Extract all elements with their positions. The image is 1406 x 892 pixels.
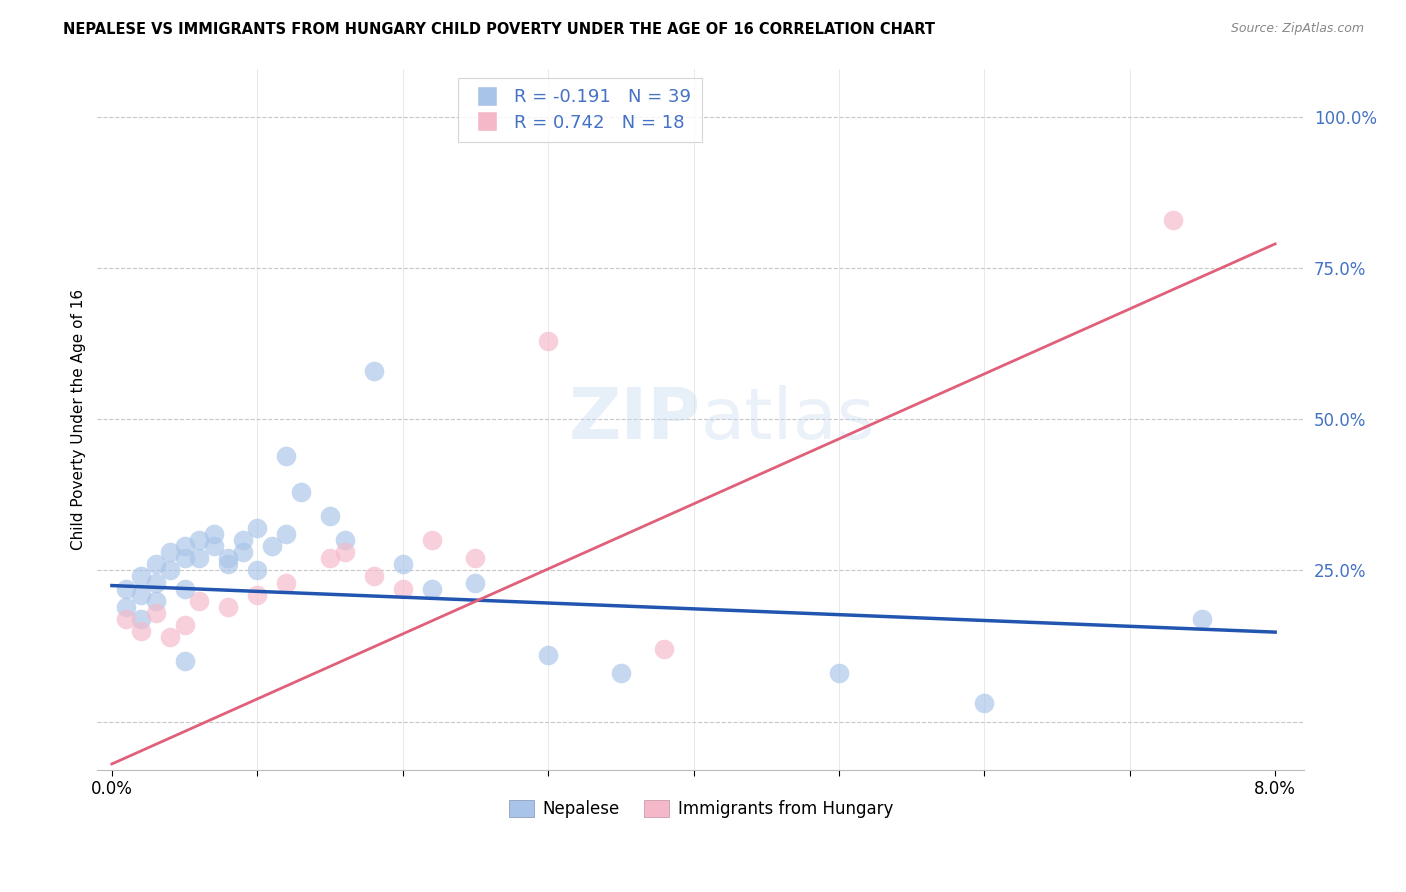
Point xyxy=(145,575,167,590)
Point xyxy=(173,582,195,596)
Point xyxy=(129,612,152,626)
Y-axis label: Child Poverty Under the Age of 16: Child Poverty Under the Age of 16 xyxy=(72,289,86,549)
Point xyxy=(115,582,138,596)
Point xyxy=(246,588,269,602)
Point xyxy=(290,484,312,499)
Point xyxy=(537,334,560,348)
Point xyxy=(232,533,254,548)
Point xyxy=(246,564,269,578)
Point xyxy=(188,533,211,548)
Point xyxy=(202,527,225,541)
Point xyxy=(173,618,195,632)
Point xyxy=(1191,612,1213,626)
Point xyxy=(828,666,851,681)
Point xyxy=(145,593,167,607)
Point xyxy=(145,606,167,620)
Point xyxy=(115,599,138,614)
Point xyxy=(319,508,342,523)
Point xyxy=(333,533,356,548)
Point xyxy=(363,364,385,378)
Point xyxy=(159,545,181,559)
Text: atlas: atlas xyxy=(700,384,875,454)
Point xyxy=(232,545,254,559)
Text: Source: ZipAtlas.com: Source: ZipAtlas.com xyxy=(1230,22,1364,36)
Point xyxy=(260,539,283,553)
Point xyxy=(159,564,181,578)
Point xyxy=(173,654,195,668)
Point xyxy=(973,697,995,711)
Point xyxy=(159,630,181,644)
Point xyxy=(464,551,486,566)
Point xyxy=(391,582,413,596)
Point xyxy=(276,527,298,541)
Point xyxy=(246,521,269,535)
Point xyxy=(276,449,298,463)
Point xyxy=(420,533,443,548)
Point xyxy=(610,666,633,681)
Point xyxy=(173,539,195,553)
Point xyxy=(464,575,486,590)
Point xyxy=(217,599,239,614)
Point xyxy=(217,551,239,566)
Point xyxy=(115,612,138,626)
Point xyxy=(129,624,152,638)
Point xyxy=(363,569,385,583)
Legend: Nepalese, Immigrants from Hungary: Nepalese, Immigrants from Hungary xyxy=(502,793,900,825)
Point xyxy=(319,551,342,566)
Point xyxy=(537,648,560,662)
Point xyxy=(145,558,167,572)
Point xyxy=(217,558,239,572)
Point xyxy=(129,569,152,583)
Point xyxy=(333,545,356,559)
Point xyxy=(202,539,225,553)
Text: ZIP: ZIP xyxy=(568,384,700,454)
Point xyxy=(188,593,211,607)
Point xyxy=(276,575,298,590)
Point xyxy=(173,551,195,566)
Point xyxy=(420,582,443,596)
Point xyxy=(391,558,413,572)
Point xyxy=(1163,212,1185,227)
Point xyxy=(188,551,211,566)
Point xyxy=(129,588,152,602)
Point xyxy=(654,642,676,657)
Text: NEPALESE VS IMMIGRANTS FROM HUNGARY CHILD POVERTY UNDER THE AGE OF 16 CORRELATIO: NEPALESE VS IMMIGRANTS FROM HUNGARY CHIL… xyxy=(63,22,935,37)
